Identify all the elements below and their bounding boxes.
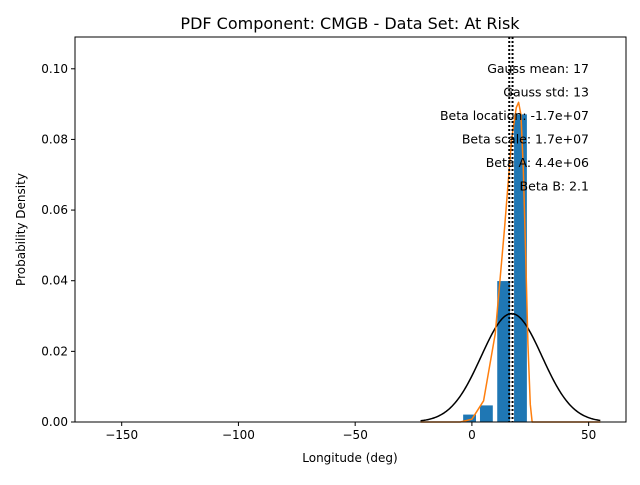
annotation-line-2: Beta location: -1.7e+07 (440, 108, 589, 123)
x-tick-label-1: −100 (222, 428, 255, 442)
histogram-bars (99, 114, 527, 423)
x-axis-label: Longitude (deg) (302, 451, 397, 465)
histogram-bar-8 (479, 405, 493, 422)
x-axis-ticks: −150 −100 −50 0 50 (105, 422, 596, 442)
annotation-line-4: Beta A: 4.4e+06 (486, 155, 589, 170)
y-tick-label-5: 0.10 (41, 62, 68, 76)
y-axis-ticks: 0.00 0.02 0.04 0.06 0.08 0.10 (41, 62, 75, 429)
histogram-bar-7 (463, 414, 476, 422)
annotation-line-1: Gauss std: 13 (503, 85, 589, 100)
y-tick-label-1: 0.02 (41, 344, 68, 358)
y-tick-label-3: 0.06 (41, 203, 68, 217)
x-tick-label-4: 50 (581, 428, 596, 442)
beta-curve (420, 101, 601, 423)
y-tick-label-4: 0.08 (41, 132, 68, 146)
annotation-line-3: Beta scale: 1.7e+07 (462, 132, 589, 147)
annotation-box: Gauss mean: 17 Gauss std: 13 Beta location… (440, 61, 589, 194)
annotation-line-0: Gauss mean: 17 (487, 61, 589, 76)
fit-curves (420, 101, 601, 423)
y-tick-label-2: 0.04 (41, 274, 68, 288)
y-axis-label: Probability Density (14, 173, 28, 286)
annotation-line-5: Beta B: 2.1 (520, 179, 589, 194)
gauss-curve (420, 312, 601, 422)
histogram-bar-9 (497, 281, 511, 422)
axes-frame (74, 36, 627, 423)
x-tick-label-3: 0 (468, 428, 476, 442)
y-tick-label-0: 0.00 (41, 415, 68, 429)
x-tick-label-0: −150 (105, 428, 138, 442)
vertical-lines (508, 37, 514, 422)
chart-title: PDF Component: CMGB - Data Set: At Risk (180, 14, 520, 33)
x-tick-label-2: −50 (343, 428, 368, 442)
